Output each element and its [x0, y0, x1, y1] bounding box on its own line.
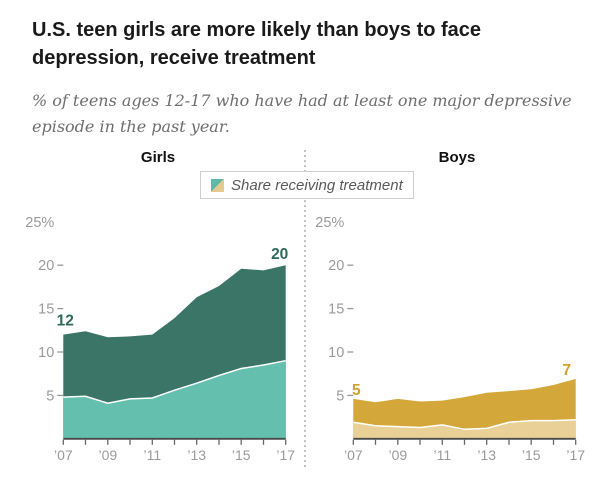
legend: Share receiving treatment: [200, 171, 414, 199]
x-axis-label: ’07: [54, 447, 73, 463]
area-treatment-boys: [353, 419, 576, 439]
data-label-last: 7: [562, 362, 571, 379]
y-axis-label: 15: [328, 302, 344, 318]
x-axis-label: ’13: [187, 447, 206, 463]
x-axis-label: ’11: [433, 447, 451, 463]
x-axis-label: ’17: [276, 447, 295, 463]
y-axis-label: 25%: [315, 215, 344, 231]
chart-title-line1: U.S. teen girls are more likely than boy…: [32, 19, 482, 41]
chart-subtitle-line2: episode in the past year.: [32, 117, 230, 136]
y-axis-label: 5: [336, 388, 344, 404]
y-axis-label: 20: [328, 258, 344, 274]
y-axis-label: 10: [38, 345, 54, 361]
x-axis-label: ’13: [477, 447, 496, 463]
series-separator-line: [353, 418, 576, 431]
panel-header-boys: Boys: [438, 149, 476, 166]
x-axis-label: ’09: [98, 447, 117, 463]
panel-girls: 25% 20 15 10 5 ’07 ’09 ’11 ’13 ’15 ’17 12 20: [25, 215, 295, 463]
chart-title-line2: depression, receive treatment: [32, 47, 316, 69]
y-axis-label: 20: [38, 258, 54, 274]
legend-label: Share receiving treatment: [231, 176, 403, 194]
chart-subtitle: % of teens ages 12-17 who have had at le…: [32, 88, 572, 140]
x-axis-label: ’15: [522, 447, 541, 463]
y-axis-label: 10: [328, 345, 344, 361]
panel-boys: 25% 20 15 10 5 ’07 ’09 ’11 ’13 ’15 ’17 5 7: [315, 215, 585, 463]
data-label-first: 12: [57, 313, 74, 330]
x-axis-label: ’07: [344, 447, 363, 463]
y-axis-label: 25%: [25, 215, 54, 231]
chart-title: U.S. teen girls are more likely than boy…: [32, 16, 572, 72]
panel-divider-dotted-line: [304, 150, 306, 468]
data-label-last: 20: [271, 246, 288, 263]
y-axis-label: 5: [46, 388, 54, 404]
x-axis-label: ’11: [143, 447, 161, 463]
series-separator-line: [63, 359, 286, 404]
legend-treatment-swatch-icon: [211, 178, 224, 192]
area-treatment-girls: [63, 360, 286, 439]
x-axis-label: ’17: [566, 447, 585, 463]
data-label-first: 5: [352, 382, 361, 399]
chart-subtitle-line1: % of teens ages 12-17 who have had at le…: [32, 91, 572, 110]
panel-header-girls: Girls: [140, 149, 176, 166]
x-axis-label: ’15: [232, 447, 251, 463]
x-axis-label: ’09: [388, 447, 407, 463]
y-axis-label: 15: [38, 302, 54, 318]
